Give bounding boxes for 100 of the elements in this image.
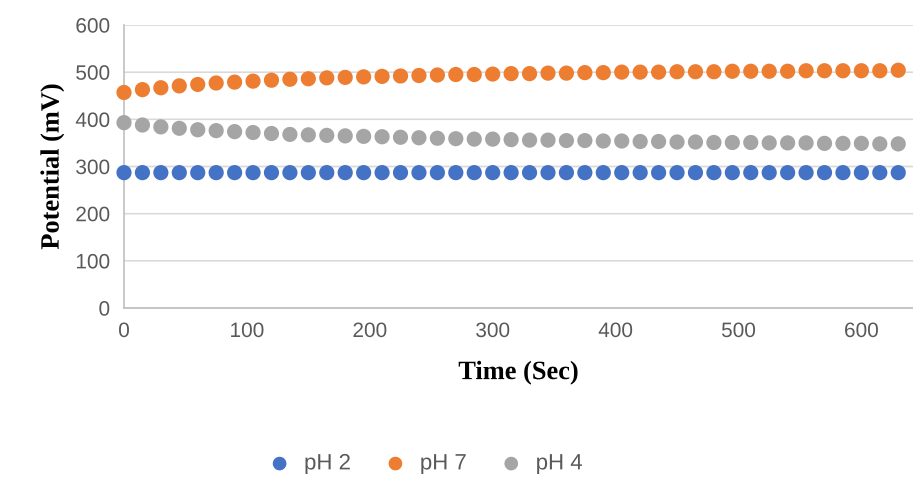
point bbox=[854, 165, 869, 180]
x-tick-label: 600 bbox=[845, 322, 878, 338]
point bbox=[872, 63, 888, 78]
point bbox=[392, 165, 408, 180]
point bbox=[374, 68, 390, 84]
point bbox=[650, 165, 666, 180]
x-tick-label: 400 bbox=[598, 322, 632, 338]
point bbox=[190, 76, 206, 92]
point bbox=[835, 63, 851, 78]
point bbox=[780, 135, 796, 151]
point bbox=[706, 165, 722, 180]
point bbox=[688, 165, 704, 180]
point bbox=[116, 115, 132, 130]
y-tick-label: 400 bbox=[76, 112, 110, 128]
y-tick-label: 0 bbox=[99, 301, 110, 316]
point bbox=[190, 122, 206, 138]
point bbox=[558, 66, 574, 81]
point bbox=[227, 74, 242, 90]
point bbox=[208, 75, 224, 91]
point bbox=[558, 165, 574, 180]
point bbox=[374, 165, 390, 180]
point bbox=[762, 64, 777, 79]
point bbox=[614, 64, 630, 80]
point bbox=[632, 134, 648, 150]
point bbox=[338, 70, 353, 85]
point bbox=[724, 134, 740, 150]
point bbox=[504, 66, 519, 82]
point bbox=[411, 68, 427, 84]
point bbox=[134, 165, 150, 180]
y-tick-label: 500 bbox=[76, 65, 110, 80]
point bbox=[227, 165, 242, 180]
point bbox=[282, 72, 298, 87]
point bbox=[208, 165, 224, 180]
point bbox=[596, 65, 611, 80]
point bbox=[854, 136, 869, 151]
point bbox=[190, 165, 206, 180]
point bbox=[245, 124, 261, 140]
point bbox=[835, 165, 851, 180]
x-tick-label: 0 bbox=[119, 322, 129, 338]
point bbox=[264, 165, 280, 180]
point bbox=[134, 82, 150, 98]
x-tick-label: 300 bbox=[476, 322, 510, 338]
x-tick-label: 200 bbox=[353, 322, 386, 338]
point bbox=[466, 132, 482, 147]
y-tick-label: 300 bbox=[76, 160, 110, 174]
point bbox=[762, 135, 777, 151]
point bbox=[540, 132, 556, 148]
point bbox=[485, 165, 500, 180]
point bbox=[650, 64, 666, 80]
point bbox=[650, 134, 666, 150]
point bbox=[706, 64, 722, 80]
point bbox=[522, 66, 538, 82]
point bbox=[116, 165, 132, 180]
point bbox=[890, 62, 906, 78]
point bbox=[466, 66, 482, 82]
point bbox=[780, 64, 796, 79]
point bbox=[319, 70, 334, 86]
point bbox=[540, 66, 556, 81]
point bbox=[669, 165, 685, 180]
point bbox=[374, 129, 390, 144]
point bbox=[632, 165, 648, 180]
x-tick-label: 100 bbox=[231, 322, 264, 338]
point bbox=[780, 165, 796, 180]
point bbox=[319, 128, 334, 143]
point bbox=[411, 130, 427, 146]
point bbox=[688, 64, 704, 80]
x-axis-title: Time (Sec) bbox=[458, 360, 578, 385]
point bbox=[558, 132, 574, 148]
point bbox=[743, 165, 758, 180]
point bbox=[430, 165, 445, 180]
legend-label: pH 2 bbox=[305, 454, 350, 474]
legend-label: pH 7 bbox=[421, 454, 466, 474]
point bbox=[282, 126, 298, 142]
legend-label: pH 4 bbox=[537, 454, 582, 474]
point bbox=[688, 134, 704, 150]
point bbox=[485, 132, 500, 147]
point bbox=[724, 165, 740, 180]
point bbox=[485, 66, 500, 82]
point bbox=[872, 136, 888, 152]
point bbox=[540, 165, 556, 180]
point bbox=[577, 132, 592, 148]
point bbox=[430, 67, 445, 83]
point bbox=[319, 165, 334, 180]
point bbox=[577, 165, 592, 180]
point bbox=[430, 130, 445, 146]
point bbox=[816, 63, 832, 78]
point bbox=[577, 65, 592, 80]
point bbox=[300, 127, 316, 143]
point bbox=[614, 133, 630, 149]
point bbox=[153, 165, 168, 180]
point bbox=[798, 135, 814, 151]
point bbox=[282, 165, 298, 180]
point bbox=[392, 68, 408, 84]
point bbox=[762, 165, 777, 180]
point bbox=[890, 165, 906, 180]
point bbox=[504, 132, 519, 148]
point bbox=[669, 64, 685, 80]
point bbox=[504, 165, 519, 180]
point bbox=[172, 165, 187, 180]
point bbox=[448, 66, 464, 82]
